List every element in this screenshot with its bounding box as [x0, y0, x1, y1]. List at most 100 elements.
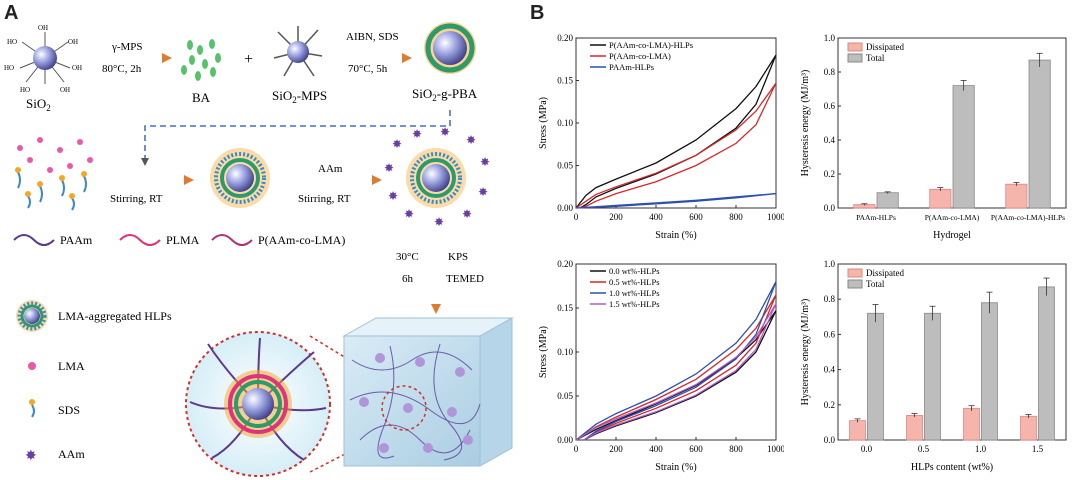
svg-text:✸: ✸ — [388, 189, 398, 203]
category-label: PAAm-HLPs — [856, 213, 896, 222]
plma-legend-icon — [119, 234, 161, 246]
stress-strain-chart-bottom: 0.00 0.05 0.10 0.15 0.20 Stress (MPa) Strain (… — [538, 259, 784, 473]
bar — [849, 420, 866, 441]
series-line — [575, 281, 777, 441]
bar — [952, 85, 975, 209]
y-axis-label: Hysteresis energy (MJ/m³) — [800, 70, 811, 177]
svg-text:HO: HO — [4, 64, 14, 72]
bar — [906, 414, 923, 441]
y-tick-label: 0.4 — [824, 135, 836, 145]
y-tick-label: 0.10 — [557, 347, 573, 357]
y-tick-label: 0.15 — [557, 76, 573, 86]
hysteresis-bar-chart-bottom: 0.0 0.2 0.4 0.6 0.8 1.0 Hysteresis energy (MJ/… — [800, 259, 1067, 473]
bar — [981, 302, 998, 441]
svg-text:✸: ✸ — [462, 207, 472, 221]
step2-conditions: 70°C, 5h — [348, 63, 388, 75]
legend-label: PAAm-HLPs — [609, 62, 654, 72]
temed-label: TEMED — [446, 273, 484, 285]
step2-reagents: AIBN, SDS — [346, 31, 399, 43]
category-label: 0.5 — [918, 444, 930, 454]
svg-text:HO: HO — [20, 86, 30, 94]
x-tick-label: 1000 — [767, 212, 784, 222]
x-tick-label: 400 — [649, 444, 663, 454]
series-line — [575, 310, 777, 441]
category-label: P(AAm-co-LMA) — [925, 213, 980, 222]
legend-label: 0.5 wt%-HLPs — [609, 277, 660, 287]
hlps-legend-icon — [16, 300, 48, 332]
svg-text:P(AAm-co-LMA): P(AAm-co-LMA) — [258, 233, 345, 247]
bar — [963, 407, 980, 441]
x-tick-label: 600 — [689, 212, 703, 222]
svg-text:✸: ✸ — [404, 207, 414, 221]
plus-sign: + — [244, 51, 253, 68]
paam-legend-icon — [13, 234, 55, 246]
micelle-aam-icon: ✸ ✸ ✸ ✸ ✸ ✸ ✸ ✸ ✸ ✸ ✸ — [384, 125, 490, 229]
x-tick-label: 800 — [729, 212, 743, 222]
y-tick-label: 0.2 — [824, 400, 835, 410]
synthesis-scheme: HO OH HO OH OH HO OH SiO2 γ-MPS 80°C, 2h… — [4, 22, 514, 477]
x-tick-label: 800 — [729, 444, 743, 454]
y-tick-label: 0.05 — [557, 391, 573, 401]
y-tick-label: 0.00 — [557, 203, 573, 213]
category-label: 1.5 — [1032, 444, 1044, 454]
plot-frame — [575, 263, 777, 441]
time-label: 6h — [402, 273, 414, 285]
x-tick-label: 200 — [609, 444, 623, 454]
sio2-mps-icon — [273, 26, 323, 77]
sio2-particle-icon — [19, 32, 71, 84]
x-axis-label: Hydrogel — [933, 230, 971, 241]
y-tick-label: 0.0 — [824, 203, 836, 213]
sio2-g-pba-label: SiO2-g-PBA — [412, 86, 478, 103]
ba-droplets-icon — [181, 39, 221, 81]
temperature-label: 30°C — [396, 251, 419, 263]
legend-swatch — [847, 53, 863, 63]
svg-text:SDS: SDS — [58, 403, 80, 417]
legend-label: Total — [866, 53, 885, 63]
y-tick-label: 1.0 — [824, 259, 836, 269]
svg-text:LMA: LMA — [58, 359, 85, 373]
series-line — [575, 54, 777, 209]
svg-text:OH: OH — [60, 86, 70, 94]
panel-label-b: B — [530, 2, 545, 24]
y-tick-label: 1.0 — [824, 33, 836, 43]
svg-text:✸: ✸ — [440, 125, 450, 139]
svg-text:✸: ✸ — [412, 127, 422, 141]
y-tick-label: 0.20 — [557, 259, 573, 269]
y-axis-label: Stress (MPa) — [538, 326, 549, 378]
x-tick-label: 0 — [574, 212, 579, 222]
bar — [876, 192, 899, 209]
series-line — [575, 82, 777, 209]
y-tick-label: 0.10 — [557, 118, 573, 128]
x-axis-label: HLPs content (wt%) — [911, 462, 993, 473]
y-tick-label: 0.20 — [557, 33, 573, 43]
legend-swatch — [847, 279, 863, 289]
y-tick-label: 0.6 — [824, 329, 836, 339]
category-label: 1.0 — [975, 444, 987, 454]
series-line — [575, 192, 777, 209]
x-tick-label: 400 — [649, 212, 663, 222]
category-label: 0.0 — [861, 444, 873, 454]
legend-label: 0.0 wt%-HLPs — [609, 266, 660, 276]
y-tick-label: 0.2 — [824, 169, 835, 179]
bar — [1028, 59, 1051, 209]
x-tick-label: 200 — [609, 212, 623, 222]
hysteresis-bar-chart-top: 0.0 0.2 0.4 0.6 0.8 1.0 Hysteresis energy (MJ/… — [800, 33, 1067, 241]
x-axis-label: Strain (%) — [655, 462, 696, 473]
svg-text:✸: ✸ — [392, 137, 402, 151]
svg-text:OH: OH — [38, 24, 48, 32]
x-axis-label: Strain (%) — [655, 230, 696, 241]
y-tick-label: 0.00 — [557, 435, 573, 445]
svg-text:OH: OH — [72, 64, 82, 72]
hlps-zoom-lens — [185, 331, 331, 477]
legend-label: Dissipated — [866, 268, 904, 278]
legend-swatch — [847, 42, 863, 52]
sio2-label: SiO2 — [26, 96, 51, 113]
kps-label: KPS — [448, 251, 468, 263]
step1-conditions: 80°C, 2h — [102, 63, 142, 75]
svg-text:✸: ✸ — [434, 215, 444, 229]
bar — [924, 312, 941, 441]
svg-text:✸: ✸ — [466, 133, 476, 147]
lma-sds-mixture-icon — [15, 137, 93, 211]
lma-legend-icon — [28, 362, 36, 370]
x-tick-label: 1000 — [767, 444, 784, 454]
